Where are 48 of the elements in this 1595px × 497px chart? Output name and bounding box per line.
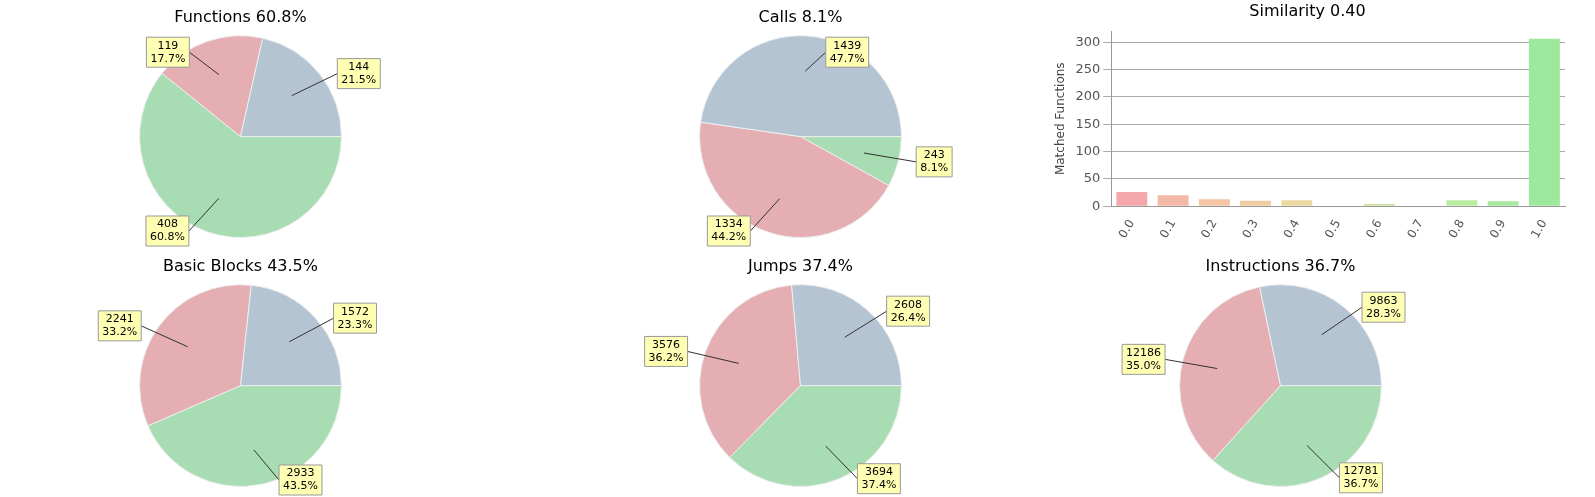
data-label: 119 17.7% (150, 38, 186, 65)
bar (1116, 192, 1148, 206)
bar (1281, 200, 1313, 206)
bar (1198, 199, 1230, 206)
chart-title: Basic Blocks 43.5% (163, 255, 318, 275)
x-tick-label: 0.6 (1363, 216, 1385, 241)
x-tick-label: 1.0 (1528, 216, 1550, 241)
data-label: 9863 28.3% (1366, 293, 1401, 320)
chart-title: Calls 8.1% (758, 6, 843, 26)
x-tick-label: 0.8 (1445, 216, 1468, 241)
x-tick-label: 0.4 (1280, 216, 1303, 241)
chart-title: Functions 60.8% (174, 6, 307, 26)
bar (1487, 201, 1519, 206)
x-tick-label: 0.1 (1156, 216, 1179, 241)
chart-title: Instructions 36.7% (1205, 255, 1356, 275)
data-label: 2241 33.2% (102, 312, 138, 339)
data-label: 12781 36.7% (1343, 464, 1379, 491)
bar (1528, 38, 1560, 206)
y-tick-label: 150 (1075, 115, 1101, 131)
x-tick-label: 0.9 (1486, 216, 1509, 241)
y-tick-label: 300 (1075, 33, 1101, 49)
data-label: 2608 26.4% (890, 297, 926, 324)
data-label: 1572 23.3% (337, 304, 373, 331)
data-label: 12186 35.0% (1126, 345, 1162, 372)
bar (1446, 200, 1478, 206)
chart-title: Jumps 37.4% (747, 255, 853, 275)
y-tick-label: 200 (1075, 88, 1101, 104)
y-tick-label: 50 (1083, 170, 1101, 186)
x-tick-label: 0.3 (1239, 216, 1261, 241)
data-label: 243 8.1% (920, 148, 949, 175)
y-tick-label: 0 (1091, 197, 1101, 213)
data-label: 2933 43.5% (283, 466, 318, 493)
data-label: 3576 36.2% (648, 337, 684, 364)
bar (1157, 195, 1189, 206)
x-tick-label: 0.5 (1321, 216, 1344, 241)
data-label: 1334 44.2% (711, 217, 747, 244)
bar (1240, 200, 1272, 206)
chart-title: Similarity 0.40 (1249, 0, 1366, 20)
x-tick-label: 0.7 (1404, 216, 1426, 241)
data-label: 3694 37.4% (861, 465, 897, 492)
x-tick-label: 0.0 (1115, 216, 1138, 241)
y-tick-label: 250 (1075, 60, 1101, 76)
y-tick-label: 100 (1075, 142, 1101, 158)
data-label: 1439 47.7% (829, 38, 865, 65)
data-label: 144 21.5% (341, 59, 377, 86)
y-axis-title: Matched Functions (1053, 62, 1068, 176)
x-tick-label: 0.2 (1198, 216, 1220, 241)
data-label: 408 60.8% (149, 217, 185, 244)
